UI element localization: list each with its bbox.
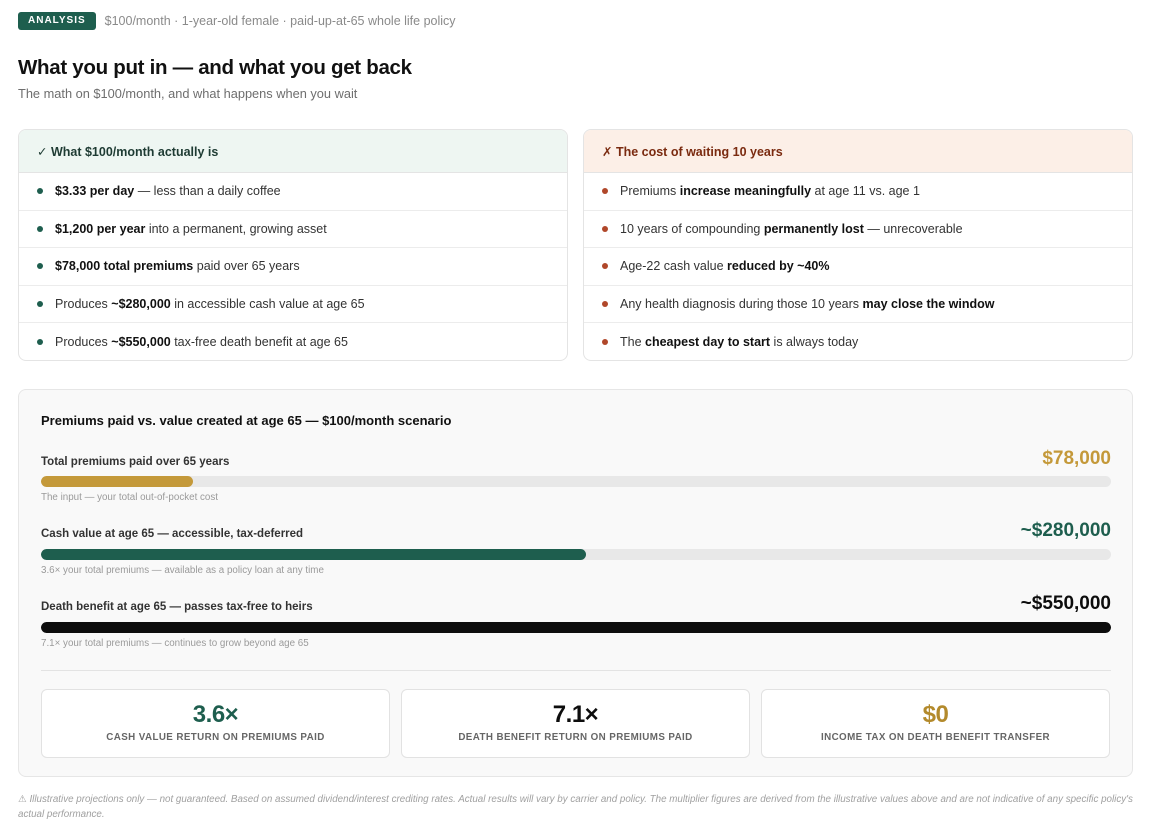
list-item-text: The cheapest day to start is always toda… (620, 335, 858, 349)
bar-track (41, 622, 1111, 633)
stat-value: 3.6× (192, 701, 239, 728)
text-emphasis: ~$280,000 (111, 297, 171, 312)
comparison-panel: Premiums paid vs. value created at age 6… (18, 389, 1133, 777)
bullet-dot-icon (602, 339, 608, 346)
bar-fill (41, 622, 1111, 633)
list-item: Premiums increase meaningfully at age 11… (584, 173, 1132, 211)
disclaimer-footnote: ⚠ Illustrative projections only — not gu… (18, 794, 1133, 820)
text-rest: at age 11 vs. age 1 (811, 184, 920, 199)
page-title: What you put in — and what you get back (18, 56, 412, 79)
bullet-dot-icon (37, 339, 43, 346)
list-item: 10 years of compounding permanently lost… (584, 211, 1132, 249)
stat-label: CASH VALUE RETURN ON PREMIUMS PAID (106, 732, 325, 743)
bar-track (41, 549, 1111, 560)
list-item: Age-22 cash value reduced by ~40% (584, 248, 1132, 286)
stat-value: 7.1× (552, 701, 599, 728)
stat-card-cash-value: 3.6× CASH VALUE RETURN ON PREMIUMS PAID (41, 689, 390, 758)
text-rest: into a permanent, growing asset (145, 221, 327, 236)
list-item-text: $3.33 per day — less than a daily coffee (55, 184, 281, 198)
stat-card-death-benefit: 7.1× DEATH BENEFIT RETURN ON PREMIUMS PA… (401, 689, 750, 758)
text-emphasis: may close the window (862, 297, 995, 312)
text-emphasis: ~$550,000 (111, 335, 171, 350)
text-pre: Age-22 cash value (620, 259, 728, 274)
text-pre: Produces (55, 297, 112, 312)
bar-track (41, 476, 1111, 487)
bullet-dot-icon (37, 263, 43, 270)
bullet-dot-icon (602, 301, 608, 308)
bar-fill (41, 476, 193, 487)
bullet-dot-icon (602, 263, 608, 270)
bar-label: Cash value at age 65 — accessible, tax-d… (41, 528, 304, 540)
bar-note: 7.1× your total premiums — continues to … (41, 638, 309, 649)
text-rest: in accessible cash value at age 65 (170, 297, 365, 312)
list-item-text: Age-22 cash value reduced by ~40% (620, 259, 830, 273)
bullet-dot-icon (602, 225, 608, 232)
bullet-dot-icon (37, 225, 43, 232)
list-item-text: 10 years of compounding permanently lost… (620, 222, 963, 236)
text-pre: 10 years of compounding (620, 221, 764, 236)
text-rest: — less than a daily coffee (134, 184, 281, 199)
comparison-title: Premiums paid vs. value created at age 6… (41, 413, 452, 428)
list-item-text: Any health diagnosis during those 10 yea… (620, 297, 995, 311)
stat-value: $0 (922, 701, 949, 728)
list-item: $78,000 total premiums paid over 65 year… (19, 248, 567, 286)
waiting-cost-card: ✗ The cost of waiting 10 years Premiums … (583, 129, 1133, 361)
bar-note: The input — your total out-of-pocket cos… (41, 492, 218, 503)
text-emphasis: permanently lost (763, 221, 864, 236)
list-item-text: Produces ~$280,000 in accessible cash va… (55, 297, 365, 311)
text-emphasis: cheapest day to start (645, 335, 771, 350)
list-item: Produces ~$550,000 tax-free death benefi… (19, 323, 567, 360)
stat-label: DEATH BENEFIT RETURN ON PREMIUMS PAID (458, 732, 693, 743)
analysis-tag: ANALYSIS (18, 12, 96, 30)
list-item: The cheapest day to start is always toda… (584, 323, 1132, 360)
text-emphasis: increase meaningfully (679, 184, 812, 199)
text-emphasis: reduced by ~40% (727, 259, 830, 274)
bar-value: ~$550,000 (1020, 593, 1111, 614)
text-emphasis: $78,000 total premiums (55, 259, 194, 274)
list-item-text: Premiums increase meaningfully at age 11… (620, 184, 920, 198)
benefits-card-title: ✓ What $100/month actually is (19, 130, 567, 173)
text-rest: is always today (770, 335, 859, 350)
text-emphasis: $1,200 per year (55, 221, 146, 236)
list-item-text: Produces ~$550,000 tax-free death benefi… (55, 335, 348, 349)
text-emphasis: $3.33 per day (55, 184, 135, 199)
context-bar: ANALYSIS $100/month · 1-year-old female … (18, 12, 456, 30)
divider (41, 670, 1111, 671)
bar-value: $78,000 (1042, 448, 1111, 469)
page-subtitle: The math on $100/month, and what happens… (18, 86, 358, 101)
bullet-dot-icon (602, 188, 608, 195)
text-pre: Premiums (620, 184, 680, 199)
text-rest: — unrecoverable (863, 221, 963, 236)
bar-label: Death benefit at age 65 — passes tax-fre… (41, 601, 313, 613)
waiting-cost-card-title: ✗ The cost of waiting 10 years (584, 130, 1132, 173)
bullet-dot-icon (37, 188, 43, 195)
text-pre: Produces (55, 335, 112, 350)
benefits-card: ✓ What $100/month actually is $3.33 per … (18, 129, 568, 361)
list-item: $3.33 per day — less than a daily coffee (19, 173, 567, 211)
text-rest: paid over 65 years (193, 259, 300, 274)
stat-card-income-tax: $0 INCOME TAX ON DEATH BENEFIT TRANSFER (761, 689, 1110, 758)
bar-note: 3.6× your total premiums — available as … (41, 565, 324, 576)
bar-fill (41, 549, 586, 560)
bar-label: Total premiums paid over 65 years (41, 456, 230, 468)
text-pre: The (620, 335, 646, 350)
text-pre: Any health diagnosis during those 10 yea… (620, 297, 863, 312)
list-item: Any health diagnosis during those 10 yea… (584, 286, 1132, 324)
bullet-dot-icon (37, 301, 43, 308)
list-item-text: $78,000 total premiums paid over 65 year… (55, 259, 300, 273)
list-item-text: $1,200 per year into a permanent, growin… (55, 222, 327, 236)
list-item: Produces ~$280,000 in accessible cash va… (19, 286, 567, 324)
bar-value: ~$280,000 (1020, 520, 1111, 541)
stat-label: INCOME TAX ON DEATH BENEFIT TRANSFER (820, 732, 1051, 743)
context-text: $100/month · 1-year-old female · paid-up… (104, 14, 456, 28)
list-item: $1,200 per year into a permanent, growin… (19, 211, 567, 249)
text-rest: tax-free death benefit at age 65 (170, 335, 348, 350)
